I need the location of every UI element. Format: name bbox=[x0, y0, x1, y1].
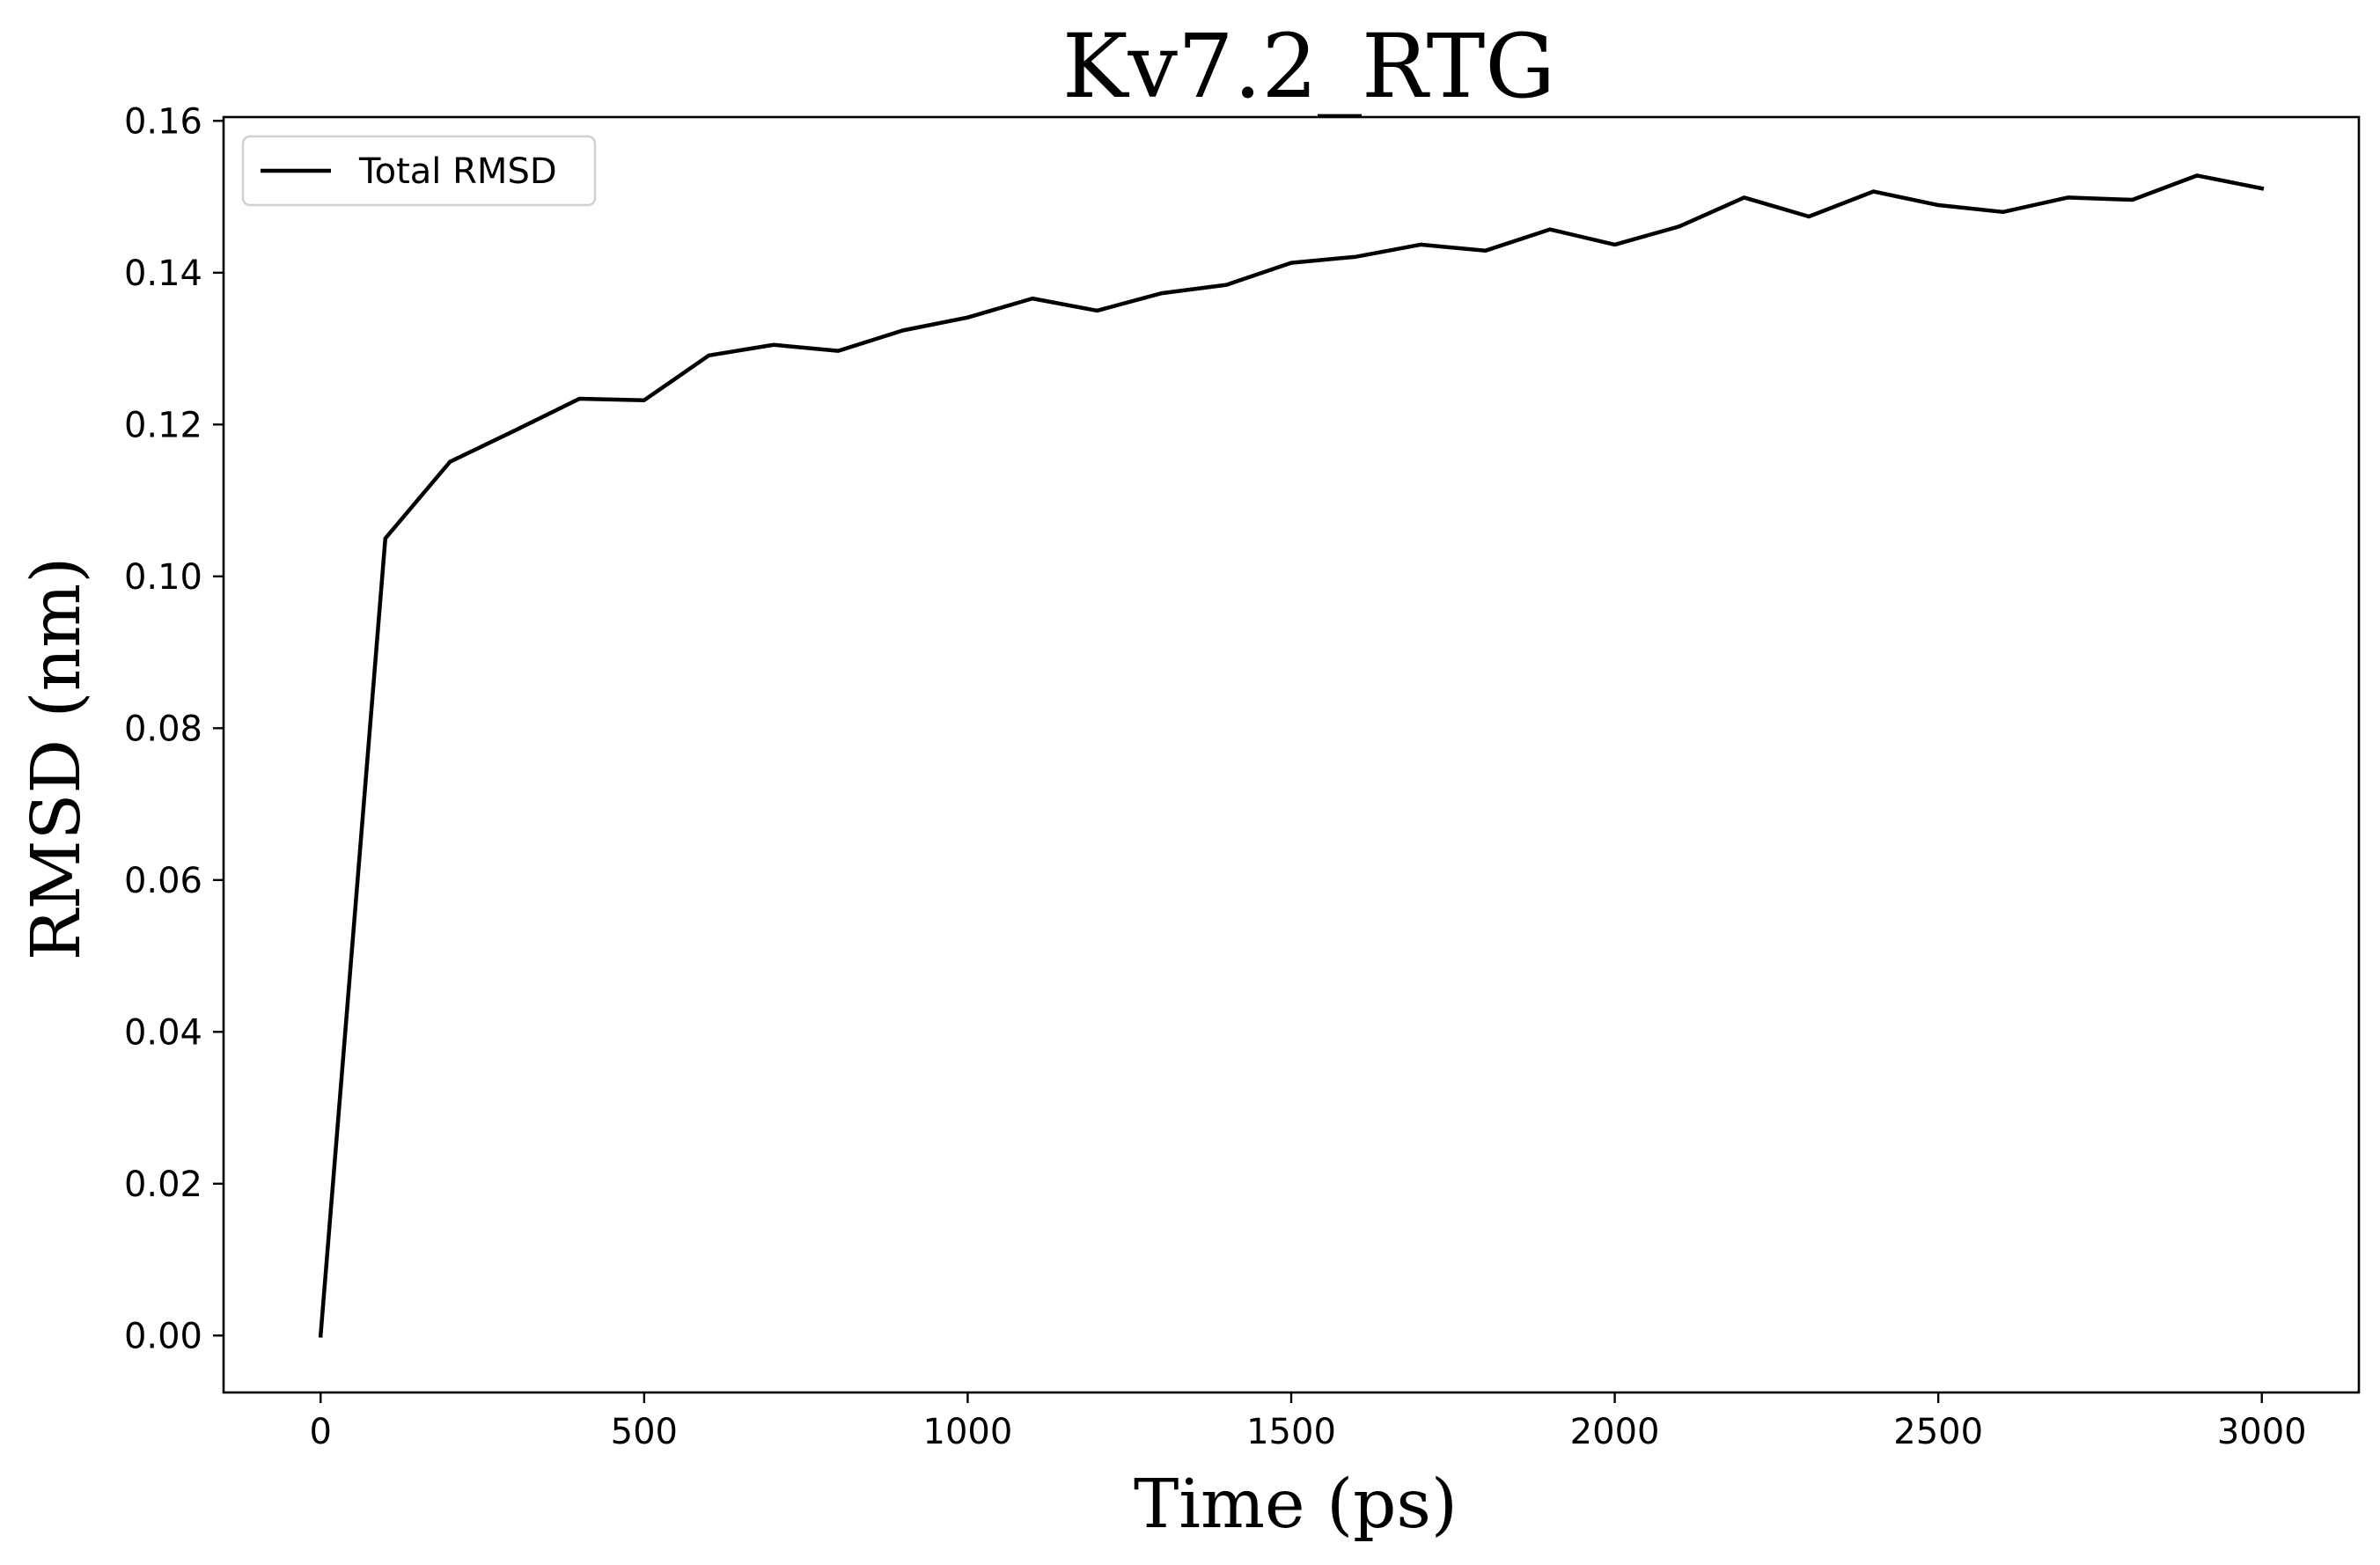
x-tick-label: 0 bbox=[310, 1412, 332, 1452]
y-tick-label: 0.02 bbox=[124, 1165, 202, 1205]
legend-box bbox=[241, 135, 597, 207]
y-tick-label: 0.08 bbox=[124, 709, 202, 749]
y-tick-label: 0.14 bbox=[124, 253, 202, 294]
x-tick-label: 500 bbox=[611, 1412, 678, 1452]
x-axis-label: Time (ps) bbox=[1134, 1466, 1458, 1544]
axis-ticks: 0 500 1000 1500 2000 2500 3000 0.00 0.02 0.04 0.06… bbox=[124, 101, 2307, 1452]
y-tick-label: 0.10 bbox=[124, 557, 202, 598]
x-tick-label: 2500 bbox=[1893, 1412, 1983, 1452]
plot-area bbox=[222, 115, 2361, 1394]
legend: Total RMSD bbox=[241, 135, 597, 207]
x-tick-label: 1000 bbox=[923, 1412, 1013, 1452]
axes-frame bbox=[222, 115, 2361, 1394]
y-tick-label: 0.06 bbox=[124, 861, 202, 901]
y-tick-label: 0.12 bbox=[124, 405, 202, 445]
x-tick-label: 3000 bbox=[2217, 1412, 2307, 1452]
x-tick-label: 2000 bbox=[1570, 1412, 1660, 1452]
series-line-total-rmsd bbox=[318, 173, 2265, 1338]
chart-title: Kv7.2_RTG bbox=[1062, 15, 1555, 118]
y-tick-label: 0.16 bbox=[124, 101, 202, 142]
y-tick-label: 0.04 bbox=[124, 1012, 202, 1053]
y-tick-label: 0.00 bbox=[124, 1316, 202, 1356]
y-axis-label: RMSD (nm) bbox=[18, 557, 96, 960]
legend-label: Total RMSD bbox=[358, 151, 557, 192]
x-tick-label: 1500 bbox=[1246, 1412, 1336, 1452]
